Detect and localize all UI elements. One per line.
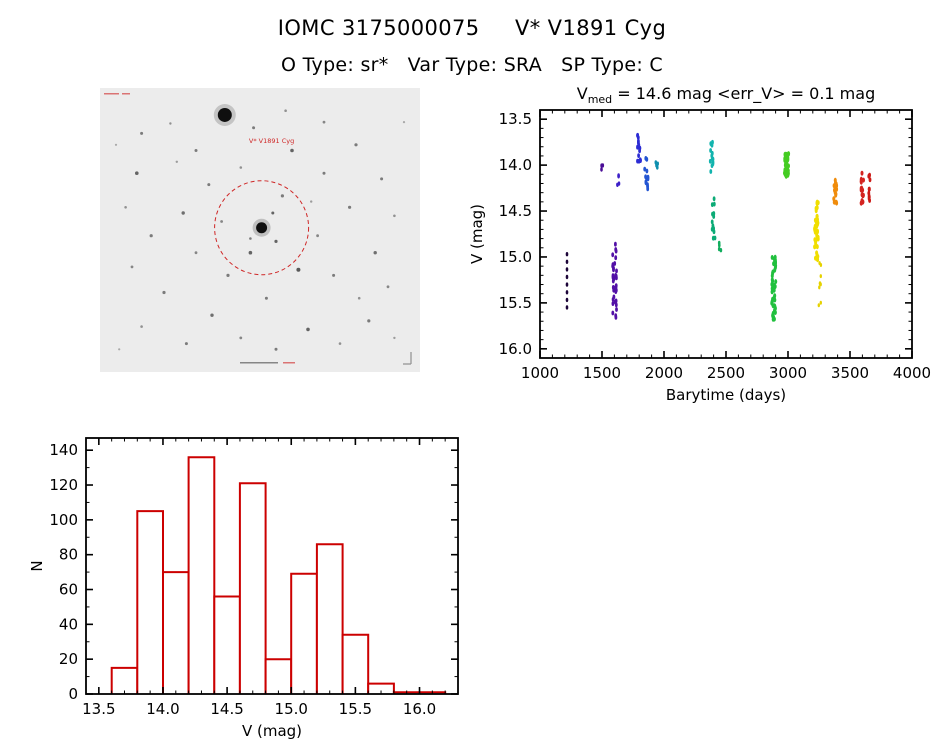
svg-text:V (mag): V (mag)	[242, 722, 302, 740]
svg-text:3500: 3500	[831, 364, 869, 382]
svg-text:16.0: 16.0	[403, 700, 436, 718]
svg-text:60: 60	[59, 581, 78, 599]
svg-text:N: N	[28, 560, 46, 571]
svg-text:14.5: 14.5	[499, 202, 532, 220]
svg-text:15.0: 15.0	[275, 700, 308, 718]
lightcurve-title-rest: = 14.6 mag <err_V> = 0.1 mag	[612, 84, 876, 103]
svg-text:1000: 1000	[521, 364, 559, 382]
svg-text:13.5: 13.5	[499, 110, 532, 128]
svg-text:20: 20	[59, 650, 78, 668]
svg-text:4000: 4000	[893, 364, 931, 382]
lightcurve-panel: Vmed = 14.6 mag <err_V> = 0.1 mag 1000 15…	[466, 84, 944, 414]
page-subtitle: O Type: sr* Var Type: SRA SP Type: C	[280, 54, 664, 76]
svg-text:0: 0	[68, 685, 78, 703]
svg-text:3000: 3000	[769, 364, 807, 382]
histogram-svg: 13.5 14.0 14.5 15.0 15.5 16.0 0 20 40 60 80 100 120 1…	[28, 437, 459, 740]
lightcurve-title-subscript: med	[587, 93, 613, 107]
svg-text:15.5: 15.5	[499, 294, 532, 312]
svg-text:100: 100	[49, 511, 78, 529]
svg-text:2000: 2000	[645, 364, 683, 382]
svg-text:Barytime (days): Barytime (days)	[666, 386, 786, 404]
svg-text:14.0: 14.0	[146, 700, 179, 718]
svg-text:V (mag): V (mag)	[468, 204, 486, 264]
svg-text:15.5: 15.5	[339, 700, 372, 718]
svg-text:13.5: 13.5	[82, 700, 115, 718]
svg-text:16.0: 16.0	[499, 340, 532, 358]
lightcurve-title-prefix: V	[576, 84, 588, 103]
finder-chart: V* V1891 Cyg	[100, 88, 420, 372]
histogram-panel: 13.5 14.0 14.5 15.0 15.5 16.0 0 20 40 60 80 100 120 1…	[28, 428, 480, 744]
lightcurve-svg: 1000 1500 2000 2500 3000 3500 4000 13.5 14.0 14.5…	[468, 109, 931, 404]
svg-text:120: 120	[49, 476, 78, 494]
svg-text:14.0: 14.0	[499, 156, 532, 174]
svg-text:1500: 1500	[583, 364, 621, 382]
svg-text:2500: 2500	[707, 364, 745, 382]
svg-text:14.5: 14.5	[210, 700, 243, 718]
svg-text:80: 80	[59, 546, 78, 564]
svg-text:V* V1891 Cyg: V* V1891 Cyg	[249, 137, 294, 145]
svg-text:15.0: 15.0	[499, 248, 532, 266]
svg-text:40: 40	[59, 615, 78, 633]
lightcurve-title: Vmed = 14.6 mag <err_V> = 0.1 mag	[540, 84, 912, 106]
page-title: IOMC 3175000075 V* V1891 Cyg	[277, 16, 667, 40]
finder-chart-svg: V* V1891 Cyg	[100, 88, 420, 372]
svg-text:140: 140	[49, 441, 78, 459]
